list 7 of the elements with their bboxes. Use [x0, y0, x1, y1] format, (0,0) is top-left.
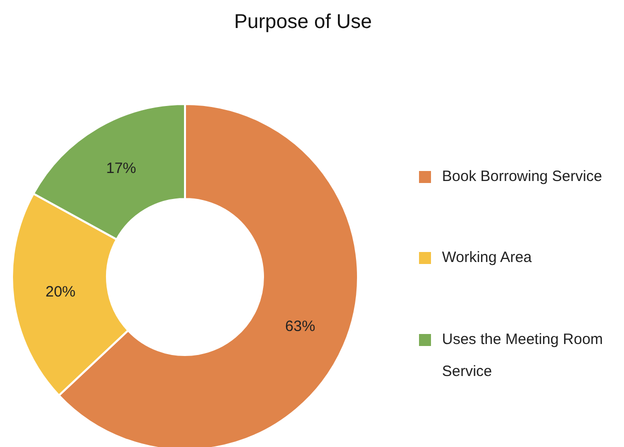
- legend-label: Working Area: [442, 248, 532, 266]
- data-label: 63%: [285, 318, 316, 335]
- data-label: 20%: [45, 284, 76, 301]
- legend-label: Uses the Meeting Room Service: [442, 330, 603, 380]
- legend-label: Book Borrowing Service: [442, 168, 602, 185]
- chart-title: Purpose of Use: [234, 11, 372, 33]
- data-label: 17%: [106, 160, 136, 177]
